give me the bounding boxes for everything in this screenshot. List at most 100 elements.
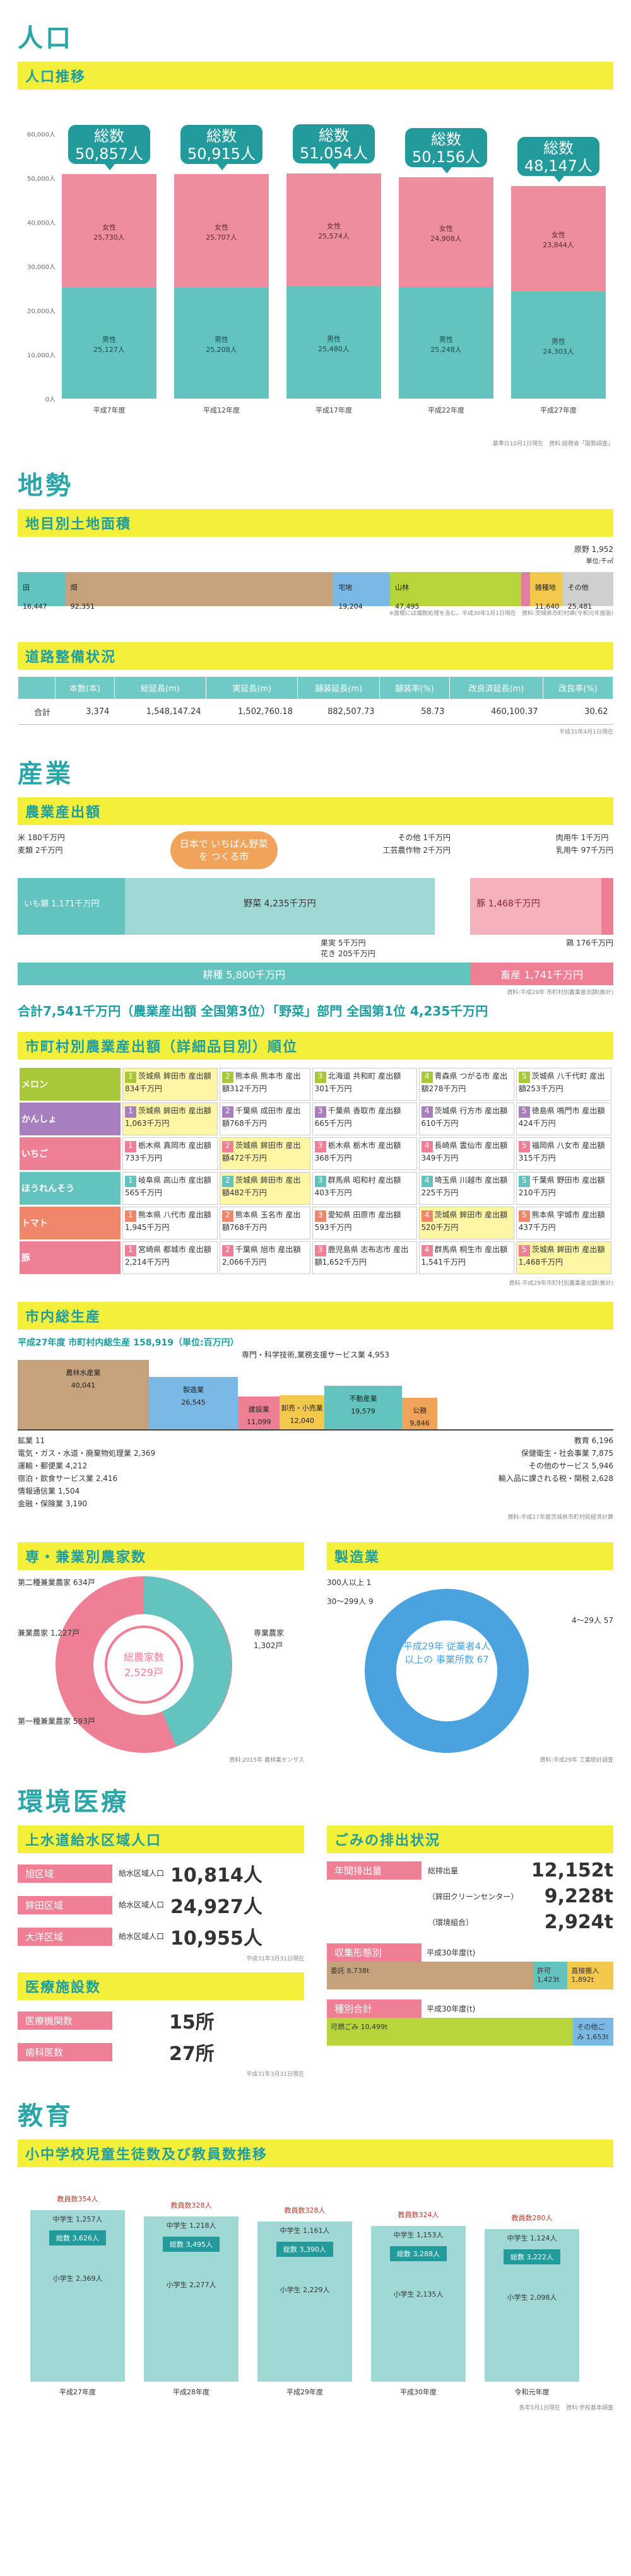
edu-column: 中学生 1,153人 総数 3,288人 小学生 2,135人 bbox=[371, 2226, 466, 2382]
rank-text: 群馬県 桐生市 産出額1,541千万円 bbox=[421, 1245, 508, 1267]
med-value: 27所 bbox=[169, 2043, 215, 2065]
manufacture-donut bbox=[365, 1589, 529, 1753]
edu-column: 中学生 1,218人 総数 3,495人 小学生 2,277人 bbox=[144, 2216, 239, 2382]
land-label: 田 bbox=[23, 583, 30, 592]
gdp-value: 9,846 bbox=[410, 1419, 430, 1428]
population-title: 人口 bbox=[18, 24, 73, 53]
rank-text: 熊本県 八代市 産出額1,945千万円 bbox=[125, 1210, 211, 1232]
edu-total: 総数 3,288人 bbox=[390, 2246, 447, 2262]
garbage-value: 12,152t bbox=[531, 1859, 613, 1882]
edu-year: 平成27年度 bbox=[59, 2388, 96, 2396]
manufacture-subtitle: 製造業 bbox=[327, 1542, 613, 1570]
rank-number: 4 bbox=[421, 1072, 433, 1083]
kind1-label: 収集形態別 bbox=[327, 1943, 422, 1962]
water-area: 鉾田区域 bbox=[18, 1895, 112, 1914]
land-segment: 畑 92,351 bbox=[65, 572, 334, 611]
rank-text: 茨城県 鉾田市 産出額482千万円 bbox=[221, 1176, 301, 1197]
road-header: 総延長(m) bbox=[114, 676, 207, 700]
imo-block: いも類 1,171千万円 bbox=[18, 878, 125, 935]
garbage-name: 総排出量 bbox=[428, 1866, 459, 1875]
ranking-cell: 3 群馬県 昭和村 産出額403千万円 bbox=[312, 1172, 417, 1205]
ranking-cell: 2 茨城県 鉾田市 産出額482千万円 bbox=[219, 1172, 310, 1205]
rank-text: 埼玉県 川越市 産出額225千万円 bbox=[421, 1176, 508, 1197]
total-prefix: 総数 bbox=[431, 130, 461, 148]
land-label: 山林 bbox=[394, 583, 409, 592]
y-tick: 30,000人 bbox=[27, 264, 56, 271]
ranking-row: トマト 1 熊本県 八代市 産出額1,945千万円 2 熊本県 玉名市 産出額768千万… bbox=[20, 1207, 611, 1239]
population-bar: 女性 23,844人 男性 24,303人 bbox=[511, 185, 606, 399]
ranking-cell: 1 岐阜県 高山市 産出額565千万円 bbox=[122, 1172, 218, 1205]
male-segment: 男性 25,248人 bbox=[399, 287, 493, 399]
ranking-cell: 5 福岡県 八女市 産出額315千万円 bbox=[516, 1137, 611, 1170]
y-tick: 40,000人 bbox=[27, 220, 56, 227]
education-chart: 中学生 1,257人 総数 3,626人 小学生 2,369人 教員数354人 平成27… bbox=[18, 2174, 613, 2401]
ranking-cell: 5 徳島県 鳴門市 産出額424千万円 bbox=[516, 1103, 611, 1135]
male-segment: 男性 24,303人 bbox=[511, 291, 606, 399]
garbage-name: （環境組合） bbox=[428, 1917, 474, 1927]
kind1-1: 許可 1,423t bbox=[533, 1962, 568, 1989]
education-subtitle: 小中学校児童生徒数及び教員数推移 bbox=[18, 2140, 613, 2167]
ranking-cell: 2 熊本県 熊本市 産出額312千万円 bbox=[219, 1068, 310, 1101]
gdp-value: 11,099 bbox=[247, 1417, 271, 1426]
edu-elem: 小学生 2,135人 bbox=[393, 2290, 444, 2299]
population-subtitle: 人口推移 bbox=[18, 62, 613, 90]
ranking-row: 豚 1 宮崎県 都城市 産出額2,214千万円 2 千葉県 旭市 産出額2,066千万円… bbox=[20, 1241, 611, 1274]
terrain-section: 地勢 地目別土地面積 原野 1,952 単位:千㎡ 田 16,447 畑 92,351… bbox=[0, 447, 631, 617]
fruit-note: 果実 5千万円 bbox=[321, 939, 366, 947]
industry-section: 産業 農業産出額 米 180千万円 麦類 2千万円 日本で いちばん野菜を つくる… bbox=[0, 735, 631, 1521]
farmers-panel: 専・兼業別農家数 総農家数 2,529戸 第二種兼業農家 634戸 兼業農家 1… bbox=[18, 1538, 304, 1764]
terrain-unit: 単位:千㎡ bbox=[586, 558, 613, 565]
year-label: 平成12年度 bbox=[203, 406, 240, 414]
kind1-0: 委託 8,738t bbox=[327, 1962, 533, 1989]
land-value: 92,351 bbox=[70, 602, 95, 611]
road-cell: 1,548,147.24 bbox=[114, 699, 206, 725]
ranking-category: かんしょ bbox=[20, 1103, 121, 1135]
env-title: 環境医療 bbox=[18, 1788, 129, 1817]
rank-number: 2 bbox=[221, 1106, 233, 1118]
land-label: その他 bbox=[567, 583, 589, 592]
gdp-note: 教育 6,196 bbox=[574, 1436, 613, 1445]
water-row: 旭区域 給水区域人口 10,814人 bbox=[18, 1859, 304, 1887]
rank-number: 3 bbox=[314, 1210, 326, 1222]
road-cell: 3,374 bbox=[55, 699, 115, 725]
road-header: 改良率(%) bbox=[543, 676, 613, 700]
rank-number: 2 bbox=[221, 1072, 233, 1083]
population-section: 人口 人口推移 60,000人 50,000人 40,000人 30,000人 20,0… bbox=[0, 0, 631, 447]
rank-text: 栃木県 真岡市 産出額733千万円 bbox=[125, 1141, 211, 1162]
male-label: 男性 bbox=[215, 335, 228, 344]
pig-block: 豚 1,468千万円 bbox=[470, 878, 602, 935]
edu-year: 平成28年度 bbox=[173, 2388, 209, 2396]
rank-number: 5 bbox=[518, 1072, 530, 1083]
male-label: 男性 bbox=[102, 336, 116, 344]
rank-text: 茨城県 鉾田市 産出額1,063千万円 bbox=[125, 1106, 211, 1128]
edu-junior: 中学生 1,161人 bbox=[280, 2226, 330, 2235]
ranking-cell: 3 鹿児島県 志布志市 産出額1,652千万円 bbox=[312, 1241, 417, 1274]
gdp-label: 農林水産業 bbox=[66, 1368, 101, 1377]
farmers-note: 資料:2015年 農林業センサス bbox=[229, 1757, 304, 1764]
edu-teachers: 教員数324人 bbox=[398, 2211, 439, 2220]
rank-text: 茨城県 鉾田市 産出額834千万円 bbox=[125, 1072, 211, 1093]
rank-text: 茨城県 鉾田市 産出額520千万円 bbox=[421, 1210, 508, 1232]
ranking-cell: 4 埼玉県 川越市 産出額225千万円 bbox=[418, 1172, 514, 1205]
water-value: 10,814人 bbox=[170, 1865, 262, 1887]
ranking-cell: 4 群馬県 桐生市 産出額1,541千万円 bbox=[418, 1241, 514, 1274]
rank-number: 4 bbox=[421, 1245, 433, 1256]
education-note: 各年5月1日現在 資料:学校基本調査 bbox=[519, 2405, 614, 2411]
garbage-label: 年間排出量 bbox=[327, 1861, 422, 1880]
rank-number: 2 bbox=[221, 1141, 233, 1152]
water-value: 10,955人 bbox=[170, 1928, 262, 1950]
gdp-note: 保健衛生・社会事業 7,875 bbox=[521, 1449, 613, 1458]
y-tick: 50,000人 bbox=[27, 175, 56, 183]
ranking-cell: 5 茨城県 八千代町 産出額253千万円 bbox=[516, 1068, 611, 1101]
manufacture-center-label: 平成29年 従業者4人以上の 事業所数 67 bbox=[403, 1641, 491, 1665]
manufacture-note: 資料:平成29年 工業統計調査 bbox=[540, 1757, 613, 1764]
farmers-center bbox=[105, 1625, 183, 1704]
garbage-subtitle: ごみの排出状況 bbox=[327, 1825, 613, 1853]
edu-year: 平成30年度 bbox=[400, 2388, 437, 2396]
rank-number: 1 bbox=[125, 1210, 136, 1222]
koushu-total: 耕種 5,800千万円 bbox=[18, 963, 471, 985]
ranking-table: メロン 1 茨城県 鉾田市 産出額834千万円 2 熊本県 熊本市 産出額312千万円 3… bbox=[18, 1066, 613, 1276]
total-bubble: 総数 50,857人 bbox=[68, 125, 150, 170]
ranking-row: いちご 1 栃木県 真岡市 産出額733千万円 2 茨城県 鉾田市 産出額472千万円 3… bbox=[20, 1137, 611, 1170]
water-area: 大洋区域 bbox=[18, 1927, 112, 1946]
